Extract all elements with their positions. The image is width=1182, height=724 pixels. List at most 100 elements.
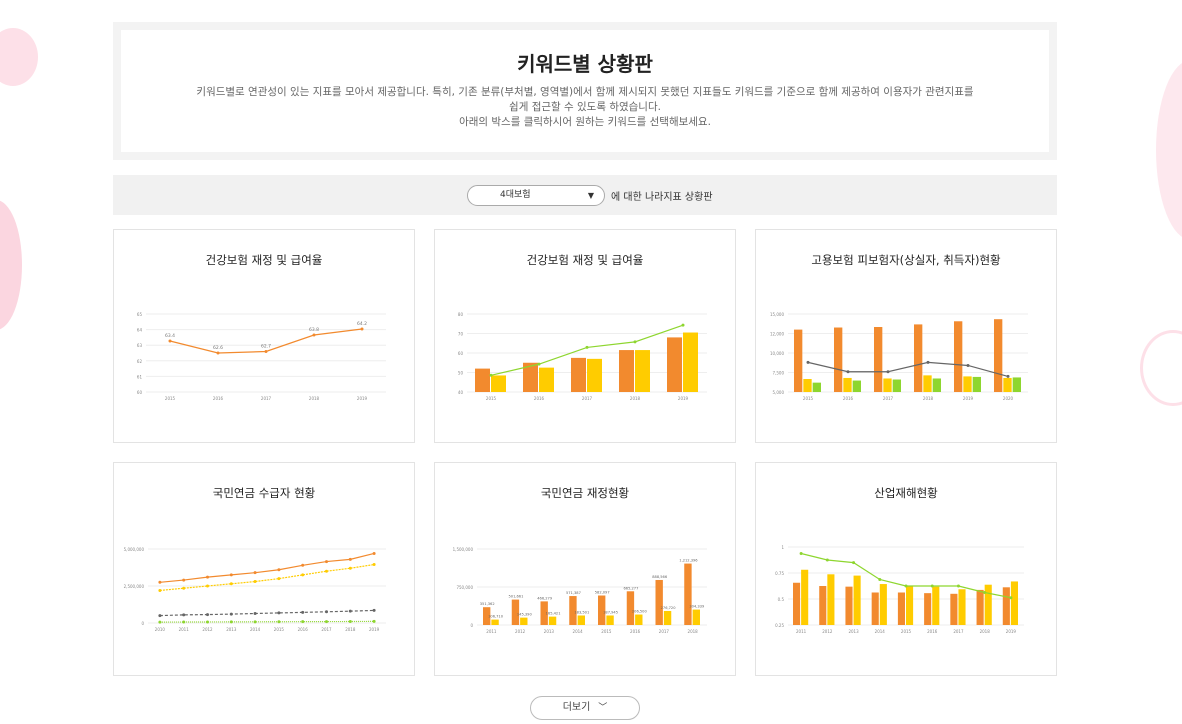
intro-inner: 키워드별 상황판 키워드별로 연관성이 있는 지표를 모아서 제공합니다. 특히… — [121, 30, 1049, 152]
chart-line — [159, 552, 375, 583]
x-tick-label: 2019 — [963, 396, 974, 401]
y-tick-label: 1 — [781, 545, 784, 550]
chart-bar — [932, 378, 941, 392]
chart-point — [229, 620, 233, 624]
chart-bar — [475, 368, 490, 392]
chart-point — [360, 327, 364, 331]
chart-point — [206, 584, 209, 588]
x-tick-label: 2010 — [155, 627, 166, 632]
indicator-card[interactable]: 산업재해현황 1 0.75 0.5 0.25 2011 2012 2013 2014 2015 2… — [755, 462, 1057, 676]
data-label: 145,390 — [517, 613, 533, 617]
chart-line — [159, 563, 375, 592]
chart-bar — [879, 584, 887, 625]
chart-point — [846, 370, 850, 374]
chart-point — [372, 608, 376, 612]
chart-point — [325, 620, 328, 624]
chart-point — [886, 370, 890, 374]
chart-bar — [1003, 377, 1012, 392]
y-tick-label: 60 — [137, 390, 143, 395]
data-label: 206,500 — [632, 610, 648, 614]
chart-point — [182, 620, 186, 624]
card-title: 산업재해현황 — [874, 486, 938, 500]
chart-point — [878, 578, 882, 581]
x-tick-label: 2020 — [1003, 396, 1014, 401]
chart-point — [489, 373, 493, 377]
y-tick-label: 5,000 — [773, 390, 785, 395]
chart-point — [158, 588, 162, 592]
chart-point — [348, 620, 352, 624]
y-tick-label: 1,500,000 — [453, 547, 474, 552]
x-tick-label: 2015 — [274, 627, 285, 632]
x-tick-label: 2017 — [953, 629, 964, 634]
chart-bar — [635, 614, 643, 625]
more-button[interactable]: 더보기 ﹀ — [530, 696, 640, 720]
x-tick-label: 2014 — [875, 629, 886, 634]
chart-bar — [834, 327, 843, 392]
data-label: 582,097 — [595, 591, 610, 595]
indicator-card[interactable]: 국민연금 재정현황 1,500,000 750,000 0 2011 2012 2013 2… — [434, 462, 736, 676]
x-tick-label: 2018 — [980, 629, 991, 634]
chart-national-pension-recipients: 5,000,000 2,500,000 0 2010 2011 2012 2013 2014 2… — [124, 547, 386, 632]
x-tick-label: 2018 — [630, 396, 641, 401]
chart-bar — [954, 321, 963, 392]
chart-point — [216, 351, 220, 355]
chart-bar — [871, 592, 879, 625]
chart-industrial-accidents: 1 0.75 0.5 0.25 2011 2012 2013 2014 2015 2016 2017… — [775, 545, 1024, 634]
chart-line — [159, 609, 375, 617]
indicator-card[interactable]: 건강보험 재정 및 급여율 80 70 60 50 40 2015 2016 2017 2018… — [434, 229, 736, 443]
y-tick-label: 10,000 — [770, 351, 784, 356]
x-tick-label: 2015 — [601, 629, 612, 634]
chart-bar — [1012, 377, 1021, 392]
chart-point — [681, 323, 685, 327]
x-tick-label: 2013 — [544, 629, 555, 634]
chart-bar — [853, 575, 861, 625]
data-label: 62.7 — [261, 344, 271, 350]
data-label: 466,279 — [537, 596, 553, 600]
chart-point — [301, 563, 305, 567]
data-label: 501,661 — [509, 595, 524, 599]
chart-point — [158, 580, 162, 584]
chart-point — [253, 571, 257, 575]
intro-line-3: 아래의 박스를 클릭하시어 원하는 키워드를 선택해보세요. — [459, 116, 711, 128]
chart-bar — [801, 569, 809, 625]
chart-bar — [667, 337, 682, 392]
intro-description: 키워드별로 연관성이 있는 지표를 모아서 제공합니다. 특히, 기존 분류(부… — [130, 85, 1040, 130]
chart-point — [633, 340, 637, 344]
x-tick-label: 2011 — [486, 629, 497, 634]
x-tick-label: 2012 — [515, 629, 526, 634]
chart-point — [325, 560, 328, 564]
chart-bar — [963, 376, 972, 392]
chart-bar — [994, 319, 1003, 392]
chart-line — [807, 361, 1009, 377]
chart-bar — [819, 586, 827, 625]
x-tick-label: 2015 — [486, 396, 497, 401]
data-label: 1,212,396 — [679, 559, 698, 563]
x-tick-label: 2018 — [309, 396, 320, 401]
x-tick-label: 2017 — [321, 627, 332, 632]
chart-point — [1009, 596, 1013, 600]
chart-bar — [972, 376, 981, 392]
y-tick-label: 5,000,000 — [124, 547, 145, 552]
chart-bar — [683, 332, 698, 392]
keyword-select[interactable]: 4대보험 ▼ — [467, 185, 605, 206]
y-tick-label: 0.25 — [775, 623, 784, 628]
chart-point — [852, 561, 856, 565]
indicator-card[interactable]: 건강보험 재정 및 급여율 65 64 63 62 61 60 2015 2016 2017 20… — [113, 229, 415, 443]
chart-point — [372, 551, 376, 555]
indicator-card[interactable]: 국민연금 수급자 현황 5,000,000 2,500,000 0 2010 2011 2… — [113, 462, 415, 676]
indicator-card[interactable]: 고용보험 피보험자(상실자, 취득자)현황 15,000 12,000 10,000… — [755, 229, 1057, 443]
chart-point — [806, 360, 810, 364]
x-tick-label: 2014 — [250, 627, 261, 632]
y-tick-label: 0 — [470, 623, 473, 628]
x-tick-label: 2019 — [1006, 629, 1017, 634]
chart-point — [537, 362, 541, 366]
y-tick-label: 60 — [458, 351, 464, 356]
chart-point — [966, 363, 970, 367]
chart-national-pension-finance: 1,500,000 750,000 0 2011 2012 2013 2014 2015 201… — [453, 547, 707, 634]
chart-bar — [523, 362, 538, 392]
chart-point — [904, 584, 908, 588]
intro-box: 키워드별 상황판 키워드별로 연관성이 있는 지표를 모아서 제공합니다. 특히… — [113, 22, 1057, 160]
y-tick-label: 80 — [458, 312, 464, 317]
chart-bar — [984, 584, 992, 625]
x-tick-label: 2018 — [923, 396, 934, 401]
